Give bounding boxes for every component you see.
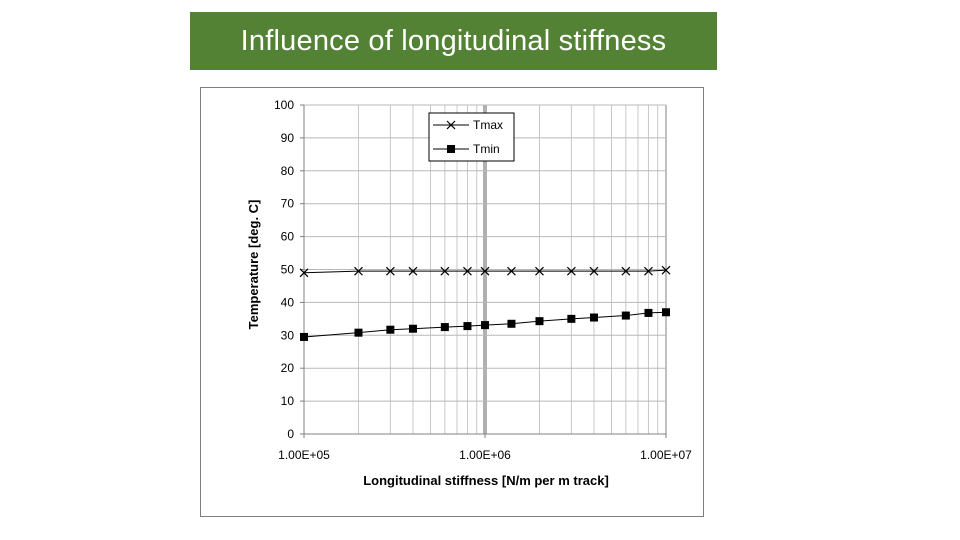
data-point-tmax <box>463 266 472 276</box>
y-tick-label: 100 <box>274 98 294 112</box>
data-point-tmin <box>567 314 576 323</box>
legend-box <box>428 112 515 162</box>
x-axis-title: Longitudinal stiffness [N/m per m track] <box>363 473 609 488</box>
legend-marker-tmax <box>446 120 456 130</box>
data-point-tmin <box>621 311 630 320</box>
data-point-tmin <box>463 322 472 331</box>
x-tick-label: 1.00E+06 <box>459 448 511 462</box>
data-point-tmax <box>440 266 450 276</box>
data-point-tmin <box>386 325 395 334</box>
y-tick-label: 40 <box>281 295 295 309</box>
data-point-tmax <box>354 266 363 276</box>
data-point-tmax <box>408 266 418 276</box>
series-line-tmax <box>303 269 667 274</box>
y-tick-label: 80 <box>281 164 295 178</box>
data-point-tmin <box>589 313 598 322</box>
data-point-tmin <box>662 308 670 317</box>
data-point-tmax <box>644 266 653 276</box>
data-point-tmin <box>300 332 308 341</box>
y-tick-label: 30 <box>281 328 295 342</box>
y-tick-label: 10 <box>281 394 295 408</box>
data-point-tmax <box>480 266 490 276</box>
data-point-tmin <box>354 328 363 337</box>
data-point-tmax <box>566 266 576 276</box>
y-tick-label: 60 <box>281 230 295 244</box>
data-point-tmax <box>299 268 309 278</box>
legend-marker-tmin <box>447 145 455 153</box>
legend-label-tmin: Tmin <box>473 142 500 156</box>
legend-label-tmax: Tmax <box>473 118 503 132</box>
data-point-tmin <box>535 317 544 326</box>
data-point-tmin <box>481 321 489 330</box>
slide-title: Influence of longitudinal stiffness <box>240 24 667 57</box>
data-point-tmin <box>507 319 516 328</box>
data-point-tmax <box>621 266 631 276</box>
y-axis-title: Temperature [deg. C] <box>246 200 261 330</box>
y-tick-label: 0 <box>287 427 294 441</box>
data-point-tmin <box>408 324 417 333</box>
y-tick-label: 90 <box>281 131 295 145</box>
data-point-tmin <box>440 323 449 332</box>
data-point-tmax <box>589 266 599 276</box>
data-point-tmax <box>661 265 671 275</box>
data-point-tmin <box>644 308 653 317</box>
x-tick-label: 1.00E+07 <box>640 448 692 462</box>
slide-title-banner: Influence of longitudinal stiffness <box>190 12 717 70</box>
y-tick-label: 70 <box>281 197 295 211</box>
data-point-tmax <box>507 266 516 276</box>
data-point-tmax <box>385 266 395 276</box>
y-tick-label: 50 <box>281 263 295 277</box>
y-tick-label: 20 <box>281 361 295 375</box>
x-tick-label: 1.00E+05 <box>278 448 330 462</box>
data-point-tmax <box>535 266 544 276</box>
